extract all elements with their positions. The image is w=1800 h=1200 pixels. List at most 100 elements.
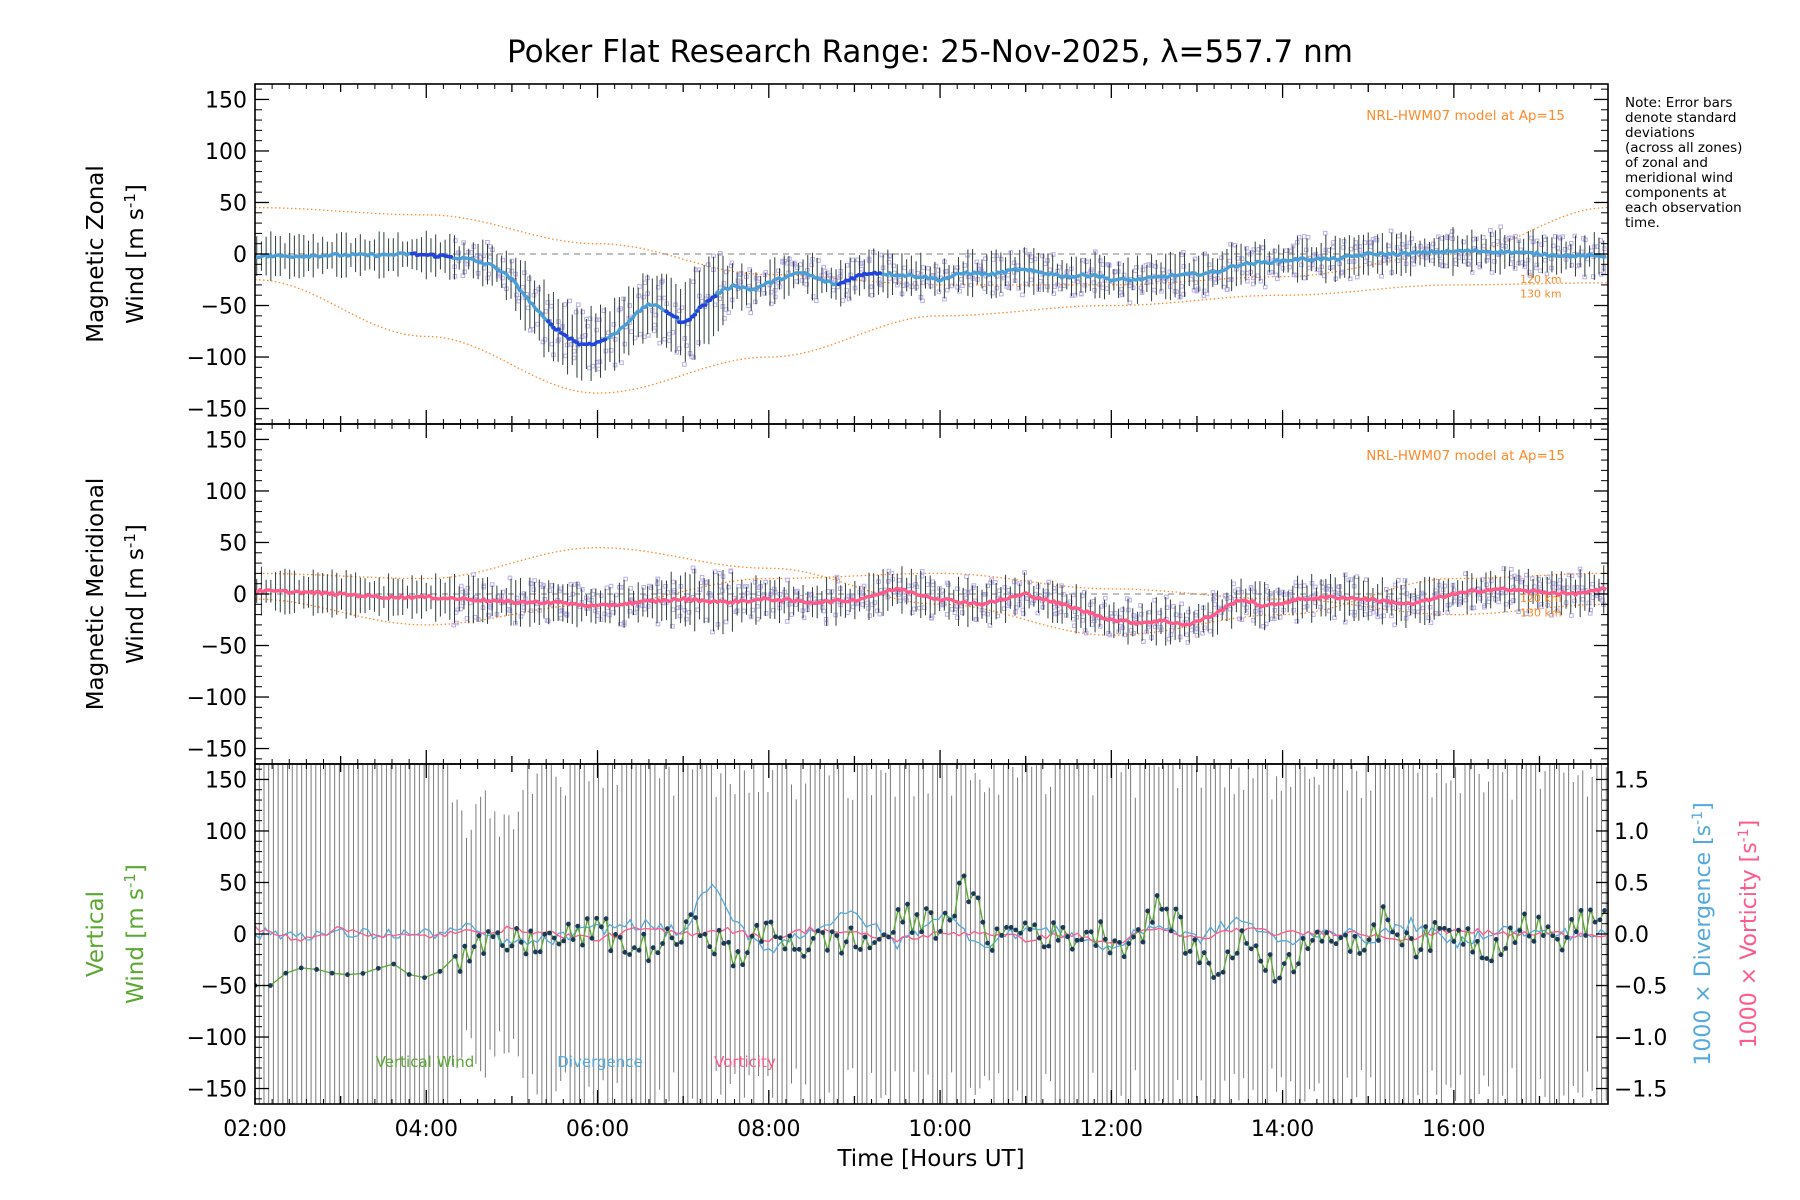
vertical-wind-point [1055, 937, 1061, 943]
zone-point [1564, 585, 1570, 590]
zone-point [1082, 589, 1087, 595]
zone-point [558, 615, 564, 621]
zone-point [785, 577, 790, 583]
zone-point [611, 609, 616, 615]
zone-point [517, 295, 522, 301]
zone-point [1501, 566, 1507, 571]
vertical-wind-point [589, 935, 595, 941]
zone-point [889, 570, 895, 576]
vertical-wind-point [452, 953, 458, 959]
vertical-wind-point [603, 916, 609, 922]
zone-point [641, 294, 646, 300]
zone-point [520, 284, 525, 290]
vertical-wind-point [1126, 941, 1132, 946]
zone-point [1567, 245, 1573, 250]
vertical-wind-point [1121, 954, 1127, 960]
vertical-wind-point [1404, 930, 1410, 936]
y2-tick-label: −1.0 [1614, 1026, 1667, 1051]
zone-point [955, 265, 960, 270]
zone-point [657, 589, 662, 594]
zone-point [1206, 262, 1212, 268]
vertical-wind-point [966, 899, 972, 905]
vertical-wind-point [952, 913, 958, 919]
zone-point [1404, 591, 1410, 596]
zone-point [784, 619, 790, 624]
model-height-label: 120 km [1520, 273, 1562, 286]
vertical-wind-point [1432, 920, 1438, 925]
vertical-wind-point [1112, 938, 1118, 944]
vertical-wind-point [1451, 939, 1457, 944]
zone-point [597, 317, 602, 323]
vertical-wind-point [1376, 938, 1381, 943]
zone-point [1038, 278, 1043, 284]
zone-point [1244, 245, 1249, 251]
vertical-wind-point [980, 919, 986, 925]
vertical-wind-point [834, 933, 840, 938]
vertical-wind-point [406, 972, 412, 977]
vertical-wind-point [1051, 920, 1056, 926]
zone-point [955, 615, 960, 620]
vertical-wind-point [1164, 906, 1169, 912]
note-line: time. [1625, 215, 1660, 231]
vertical-wind-point [314, 967, 320, 972]
zone-point [1354, 274, 1360, 280]
zone-point [542, 337, 548, 342]
zone-point [1314, 267, 1320, 273]
zone-point [1555, 608, 1560, 614]
vertical-wind-point [1526, 933, 1532, 939]
zone-point [1084, 259, 1089, 265]
zone-point [1427, 604, 1433, 610]
vertical-wind-point [641, 931, 647, 937]
zone-point [1268, 591, 1273, 596]
y-tick-label: −150 [187, 1078, 247, 1103]
vertical-wind-point [504, 947, 510, 953]
zone-point [465, 585, 471, 591]
zone-point [1184, 632, 1189, 638]
zone-point [1524, 611, 1529, 616]
zone-point [990, 257, 996, 262]
note-line: components at [1625, 185, 1727, 201]
zone-point [1051, 291, 1057, 296]
zone-point [1047, 267, 1053, 273]
vertical-wind-point [1140, 939, 1146, 945]
zone-point [1200, 630, 1205, 636]
zone-point [954, 604, 960, 609]
zone-point [1028, 258, 1034, 264]
vertical-wind-point [1437, 926, 1443, 931]
vertical-wind-point [707, 944, 713, 950]
zone-point [726, 584, 731, 590]
y2-axis-label-divergence: 1000 × Divergence [s-1] [1690, 802, 1716, 1065]
zone-point [514, 292, 519, 298]
zone-point [1498, 590, 1504, 596]
zone-point [821, 264, 827, 270]
zone-point [850, 257, 856, 263]
vertical-wind-point [1366, 937, 1372, 943]
zone-point [1179, 601, 1184, 607]
zone-point [1227, 258, 1233, 264]
zone-point [1310, 262, 1315, 267]
vertical-wind-point [1409, 936, 1414, 941]
zone-point [1057, 286, 1063, 292]
zone-point [602, 611, 607, 617]
zone-point [877, 611, 883, 617]
vertical-wind-point [1211, 975, 1217, 980]
vertical-wind-point [298, 965, 304, 971]
zone-point [1522, 261, 1528, 267]
vertical-wind-point [650, 945, 656, 951]
zone-point [1083, 630, 1089, 636]
zone-point [1050, 252, 1056, 257]
vertical-plot-area [255, 764, 1607, 1104]
zone-point [1022, 248, 1028, 253]
vertical-wind-point [1117, 939, 1122, 945]
vertical-wind-point [1206, 960, 1212, 966]
vertical-wind-point [1597, 917, 1603, 923]
zone-point [1181, 264, 1187, 269]
vertical-wind-point [923, 906, 929, 912]
zone-point [488, 254, 493, 260]
zone-point [637, 331, 643, 337]
zone-point [1545, 574, 1551, 580]
zone-point [1527, 273, 1533, 278]
zone-point [1244, 610, 1249, 616]
vertical-wind-point [1305, 946, 1311, 952]
zone-point [1148, 279, 1153, 284]
